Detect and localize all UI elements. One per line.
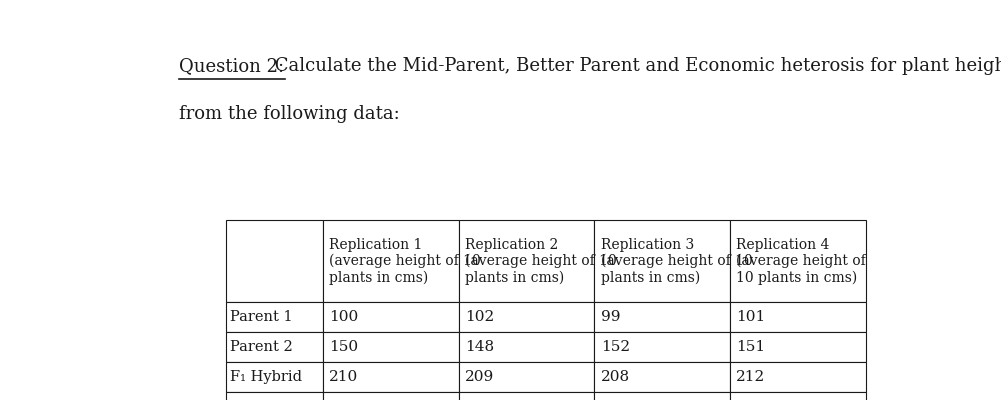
Text: Question 2:: Question 2: (179, 57, 284, 75)
Bar (323, 302, 458, 332)
Text: Replication 4
(average height of
10 plants in cms): Replication 4 (average height of 10 plan… (737, 238, 866, 285)
Bar (226, 392, 323, 400)
Bar (595, 332, 731, 362)
Text: 209: 209 (464, 370, 494, 384)
Bar (323, 392, 458, 400)
Text: 102: 102 (464, 310, 494, 324)
Bar (595, 302, 731, 332)
Text: 99: 99 (601, 310, 621, 324)
Bar (458, 392, 595, 400)
Text: Replication 1
(average height of 10
plants in cms): Replication 1 (average height of 10 plan… (329, 238, 480, 285)
Bar (595, 220, 731, 302)
Text: 210: 210 (329, 370, 358, 384)
Bar (731, 362, 866, 392)
Bar (226, 220, 323, 302)
Bar (595, 392, 731, 400)
Bar (731, 302, 866, 332)
Text: Parent 1: Parent 1 (230, 310, 292, 324)
Bar (595, 362, 731, 392)
Text: 208: 208 (601, 370, 630, 384)
Text: from the following data:: from the following data: (179, 105, 400, 123)
Bar (323, 332, 458, 362)
Bar (458, 302, 595, 332)
Text: Parent 2: Parent 2 (230, 340, 292, 354)
Text: 148: 148 (464, 340, 494, 354)
Text: Calculate the Mid-Parent, Better Parent and Economic heterosis for plant height: Calculate the Mid-Parent, Better Parent … (268, 57, 1001, 75)
Bar (458, 362, 595, 392)
Text: Replication 3
(average height of 10
plants in cms): Replication 3 (average height of 10 plan… (601, 238, 753, 285)
Text: F₁ Hybrid: F₁ Hybrid (230, 370, 302, 384)
Bar (458, 220, 595, 302)
Text: 152: 152 (601, 340, 630, 354)
Text: 150: 150 (329, 340, 358, 354)
Bar (731, 332, 866, 362)
Bar (731, 220, 866, 302)
Text: 101: 101 (737, 310, 766, 324)
Bar (226, 302, 323, 332)
Bar (323, 220, 458, 302)
Bar (226, 332, 323, 362)
Text: 212: 212 (737, 370, 766, 384)
Text: 100: 100 (329, 310, 358, 324)
Bar (226, 362, 323, 392)
Text: 151: 151 (737, 340, 766, 354)
Text: Replication 2
(average height of 10
plants in cms): Replication 2 (average height of 10 plan… (464, 238, 617, 285)
Bar (458, 332, 595, 362)
Bar (731, 392, 866, 400)
Bar (323, 362, 458, 392)
